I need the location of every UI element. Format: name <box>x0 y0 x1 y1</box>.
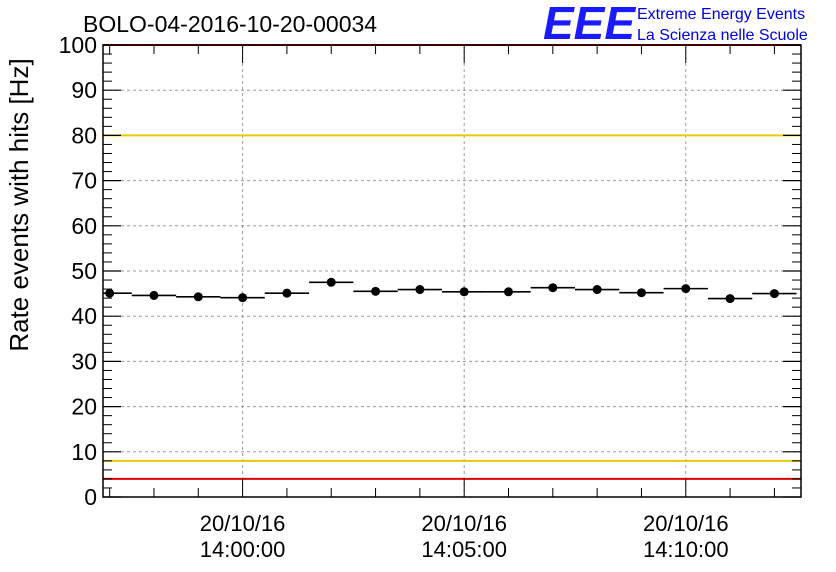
y-tick-label: 90 <box>71 77 97 103</box>
data-point <box>105 288 115 298</box>
data-point <box>282 288 292 298</box>
eee-logo-line2: La Scienza nelle Scuole <box>637 27 808 44</box>
y-tick-label: 0 <box>84 484 97 510</box>
data-point <box>504 287 514 297</box>
y-tick-label: 100 <box>59 32 97 58</box>
data-point <box>592 285 602 295</box>
data-point <box>371 286 381 296</box>
y-axis-label: Rate events with hits [Hz] <box>4 58 34 351</box>
data-points <box>103 277 797 304</box>
x-tick-label-date: 20/10/16 <box>421 511 507 536</box>
data-point <box>238 293 248 303</box>
data-point <box>681 284 691 294</box>
chart-title: BOLO-04-2016-10-20-00034 <box>83 11 377 37</box>
eee-logo-mark: EEE <box>543 0 636 49</box>
x-tick-labels: 20/10/1614:00:0020/10/1614:05:0020/10/16… <box>200 511 729 562</box>
y-tick-label: 30 <box>71 348 97 374</box>
data-point <box>193 292 203 302</box>
y-tick-label: 40 <box>71 303 97 329</box>
data-point <box>459 287 469 297</box>
data-point <box>769 289 779 299</box>
data-point <box>326 277 336 287</box>
x-tick-label-date: 20/10/16 <box>200 511 286 536</box>
x-tick-label-time: 14:05:00 <box>421 537 507 562</box>
y-tick-label: 10 <box>71 439 97 465</box>
y-tick-label: 50 <box>71 258 97 284</box>
y-tick-label: 80 <box>71 122 97 148</box>
x-tick-label-date: 20/10/16 <box>643 511 729 536</box>
x-tick-label-time: 14:00:00 <box>200 537 286 562</box>
eee-logo: EEE Extreme Energy Events La Scienza nel… <box>543 0 808 49</box>
data-point <box>636 288 646 298</box>
data-point <box>149 290 159 300</box>
y-tick-label: 70 <box>71 168 97 194</box>
data-point <box>725 294 735 304</box>
eee-logo-line1: Extreme Energy Events <box>637 6 805 23</box>
y-tick-labels: 0 10 20 30 40 50 60 70 80 90 100 <box>59 32 97 510</box>
plot-frame <box>102 44 802 498</box>
data-point <box>548 283 558 293</box>
data-point <box>415 285 425 295</box>
y-tick-label: 60 <box>71 213 97 239</box>
gridlines <box>103 45 801 497</box>
y-tick-label: 20 <box>71 394 97 420</box>
x-tick-label-time: 14:10:00 <box>643 537 729 562</box>
reference-lines <box>103 44 801 480</box>
